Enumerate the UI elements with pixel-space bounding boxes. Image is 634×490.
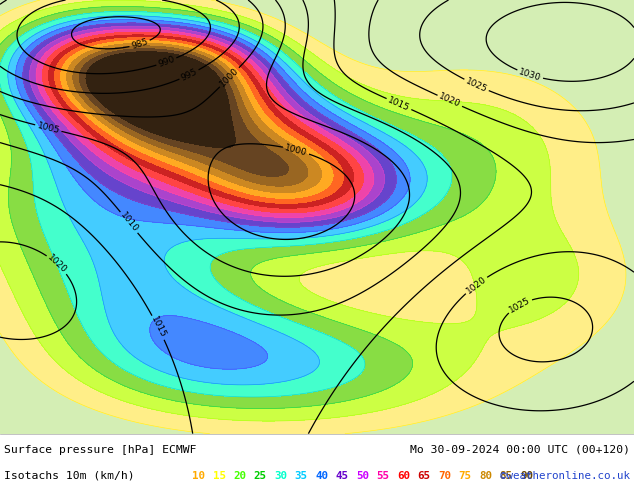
Text: 1020: 1020 [437,92,462,110]
Text: 1020: 1020 [464,274,488,295]
Text: 1005: 1005 [36,121,60,135]
Text: 75: 75 [458,471,472,481]
Text: 25: 25 [254,471,266,481]
Text: 85: 85 [500,471,512,481]
Text: 1025: 1025 [464,76,489,94]
Text: 30: 30 [274,471,287,481]
Text: 15: 15 [212,471,226,481]
Text: 995: 995 [179,67,199,82]
Text: 60: 60 [397,471,410,481]
Text: 50: 50 [356,471,369,481]
Text: 55: 55 [377,471,389,481]
Text: 40: 40 [315,471,328,481]
Text: 1000: 1000 [284,143,308,157]
Text: 1030: 1030 [517,67,542,82]
Text: 65: 65 [418,471,430,481]
Text: 1015: 1015 [149,316,167,340]
Text: 10: 10 [192,471,205,481]
Text: 1010: 1010 [118,211,139,234]
Text: 20: 20 [233,471,246,481]
Text: 1000: 1000 [218,66,241,89]
Text: 35: 35 [295,471,307,481]
Text: 1015: 1015 [387,95,411,113]
Text: 80: 80 [479,471,492,481]
Text: 1025: 1025 [507,295,532,315]
Text: ©weatheronline.co.uk: ©weatheronline.co.uk [500,471,630,481]
Text: Surface pressure [hPa] ECMWF: Surface pressure [hPa] ECMWF [4,445,197,455]
Text: 45: 45 [335,471,349,481]
Text: 985: 985 [130,37,150,51]
Text: Mo 30-09-2024 00:00 UTC (00+120): Mo 30-09-2024 00:00 UTC (00+120) [410,445,630,455]
Text: 70: 70 [438,471,451,481]
Text: 1020: 1020 [46,253,68,275]
Text: 90: 90 [520,471,533,481]
Text: Isotachs 10m (km/h): Isotachs 10m (km/h) [4,471,134,481]
Text: 990: 990 [157,54,176,69]
